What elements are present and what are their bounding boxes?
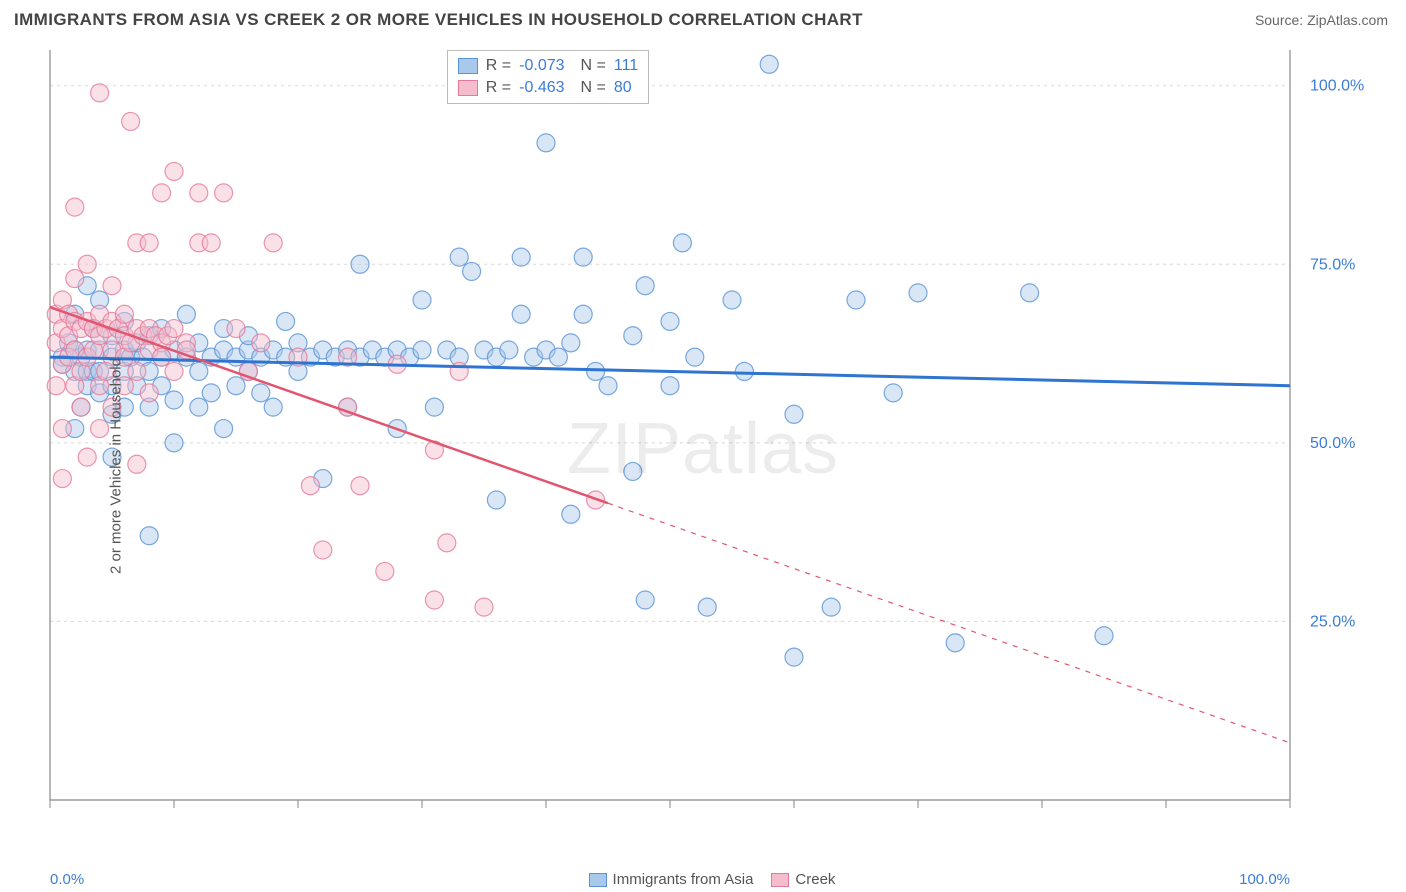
svg-text:75.0%: 75.0% <box>1310 256 1355 273</box>
svg-text:50.0%: 50.0% <box>1310 435 1355 452</box>
chart-title: IMMIGRANTS FROM ASIA VS CREEK 2 OR MORE … <box>14 10 863 30</box>
source-label: Source: ZipAtlas.com <box>1255 12 1388 28</box>
svg-text:100.0%: 100.0% <box>1310 78 1364 95</box>
y-axis-label: 2 or more Vehicles in Household <box>107 358 124 574</box>
scatter-plot: 25.0% 50.0% 75.0% 100.0% <box>0 40 1406 840</box>
bottom-legend: Immigrants from AsiaCreek <box>0 871 1406 888</box>
chart-container: 2 or more Vehicles in Household 25.0% 50.… <box>0 40 1406 892</box>
svg-text:25.0%: 25.0% <box>1310 613 1355 630</box>
correlation-box: R =-0.073N =111R =-0.463N =80 <box>447 50 649 104</box>
